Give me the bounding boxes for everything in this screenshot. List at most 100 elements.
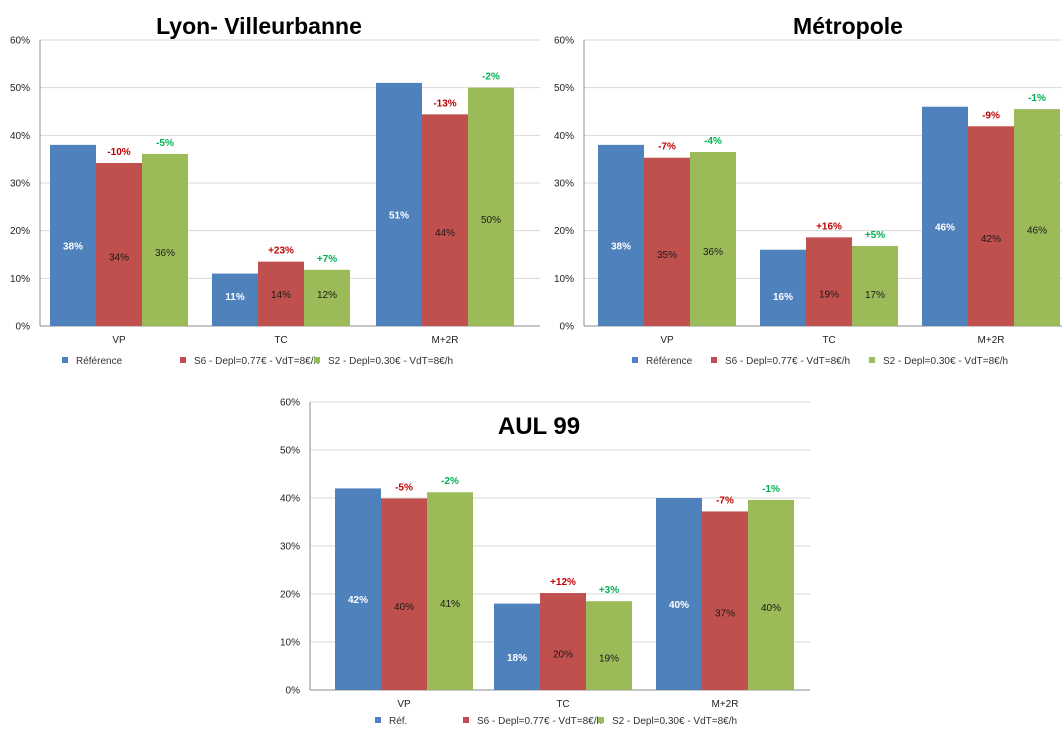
legend-swatch (314, 357, 320, 363)
bar-value-label: 34% (109, 252, 129, 263)
bar-tc-series-0 (212, 273, 258, 326)
legend-label: S6 - Depl=0.77€ - VdT=8€/h (194, 356, 319, 367)
change-label: -2% (482, 72, 500, 83)
legend-label: Référence (646, 356, 693, 367)
legend-swatch (375, 717, 381, 723)
bar-tc-series-0 (494, 603, 540, 690)
bar-value-label: 38% (63, 241, 83, 252)
y-tick-label: 40% (554, 131, 574, 142)
y-tick-label: 30% (554, 179, 574, 190)
legend-label: S6 - Depl=0.77€ - VdT=8€/h (477, 716, 602, 727)
legend-swatch (598, 717, 604, 723)
category-label: M+2R (978, 335, 1005, 346)
bar-tc-series-1 (806, 237, 852, 326)
category-label: VP (660, 335, 674, 346)
bar-value-label: 35% (657, 250, 677, 261)
bar-m2r-series-0 (376, 82, 422, 327)
category-label: M+2R (712, 699, 739, 710)
legend-label: Réf. (389, 716, 407, 727)
legend-swatch (711, 357, 717, 363)
chart-svg: 0% 10% 20% 30% 40% 50% 60% AUL 99 42% 40% -5% 41% -2… (280, 398, 810, 727)
category-label: TC (556, 699, 569, 710)
bar-value-label: 36% (703, 247, 723, 258)
change-label: +16% (816, 221, 842, 232)
bar-value-label: 44% (435, 228, 455, 239)
change-label: +7% (317, 254, 337, 265)
y-tick-label: 10% (554, 274, 574, 285)
category-label: M+2R (432, 335, 459, 346)
y-tick-label: 0% (286, 686, 301, 697)
bar-vp-series-0 (598, 144, 644, 326)
bar-tc-series-0 (760, 249, 806, 326)
legend-swatch (62, 357, 68, 363)
y-tick-label: 50% (280, 446, 300, 457)
chart-svg: 0% 10% 20% 30% 40% 50% 60% Lyon- Villeurbanne 38… (10, 13, 540, 367)
legend-label: S6 - Depl=0.77€ - VdT=8€/h (725, 356, 850, 367)
y-tick-label: 60% (10, 36, 30, 47)
change-label: -9% (982, 110, 1000, 121)
change-label: -5% (395, 482, 413, 493)
bar-vp-series-1 (96, 162, 142, 326)
y-tick-label: 30% (10, 179, 30, 190)
category-label: VP (397, 699, 411, 710)
category-label: TC (822, 335, 835, 346)
y-tick-label: 0% (560, 322, 575, 333)
chart-svg: 0% 10% 20% 30% 40% 50% 60% Métropole 38% 35% -7% 36… (554, 13, 1062, 367)
bar-value-label: 37% (715, 609, 735, 620)
y-tick-label: 10% (280, 638, 300, 649)
bar-value-label: 19% (819, 290, 839, 301)
change-label: -1% (762, 484, 780, 495)
bar-value-label: 42% (981, 234, 1001, 245)
bar-value-label: 40% (394, 602, 414, 613)
bar-value-label: 17% (865, 290, 885, 301)
bar-vp-series-2 (690, 152, 736, 326)
chart-title: Métropole (793, 13, 903, 39)
bar-m2r-series-2 (468, 87, 514, 327)
bar-vp-series-0 (50, 144, 96, 326)
bar-vp-series-2 (142, 153, 188, 326)
y-tick-label: 40% (280, 494, 300, 505)
y-tick-label: 60% (554, 36, 574, 47)
bar-value-label: 20% (553, 650, 573, 661)
category-label: VP (112, 335, 126, 346)
bar-m2r-series-1 (422, 114, 468, 326)
bar-value-label: 38% (611, 241, 631, 252)
bar-value-label: 46% (1027, 226, 1047, 237)
change-label: -13% (433, 98, 456, 109)
bar-value-label: 40% (761, 603, 781, 614)
change-label: -7% (658, 142, 676, 153)
y-tick-label: 50% (554, 83, 574, 94)
change-label: -1% (1028, 93, 1046, 104)
change-label: -10% (107, 147, 130, 158)
bar-tc-series-1 (258, 261, 304, 326)
bar-value-label: 40% (669, 600, 689, 611)
chart-title: Lyon- Villeurbanne (156, 13, 362, 39)
y-tick-label: 40% (10, 131, 30, 142)
bar-m2r-series-0 (656, 498, 702, 690)
bar-value-label: 19% (599, 654, 619, 665)
legend-label: S2 - Depl=0.30€ - VdT=8€/h (328, 356, 453, 367)
change-label: -7% (716, 495, 734, 506)
change-label: +23% (268, 246, 294, 257)
legend-swatch (180, 357, 186, 363)
legend-swatch (463, 717, 469, 723)
bar-vp-series-1 (381, 498, 427, 690)
y-tick-label: 20% (10, 226, 30, 237)
bar-m2r-series-2 (1014, 109, 1060, 326)
bar-value-label: 14% (271, 290, 291, 301)
bar-value-label: 36% (155, 248, 175, 259)
bar-m2r-series-1 (702, 511, 748, 690)
legend-swatch (632, 357, 638, 363)
bar-value-label: 41% (440, 599, 460, 610)
chart-aul-99: 0% 10% 20% 30% 40% 50% 60% AUL 99 42% 40% -5% 41% -2… (270, 390, 810, 730)
bar-tc-series-1 (540, 593, 586, 690)
chart-lyon-villeurbanne: 0% 10% 20% 30% 40% 50% 60% Lyon- Villeurbanne 38… (0, 8, 540, 378)
y-tick-label: 30% (280, 542, 300, 553)
y-tick-label: 60% (280, 398, 300, 409)
bar-value-label: 46% (935, 222, 955, 233)
y-tick-label: 0% (16, 322, 31, 333)
bar-tc-series-2 (586, 601, 632, 690)
change-label: +5% (865, 230, 885, 241)
chart-title: AUL 99 (498, 413, 580, 440)
y-tick-label: 50% (10, 83, 30, 94)
